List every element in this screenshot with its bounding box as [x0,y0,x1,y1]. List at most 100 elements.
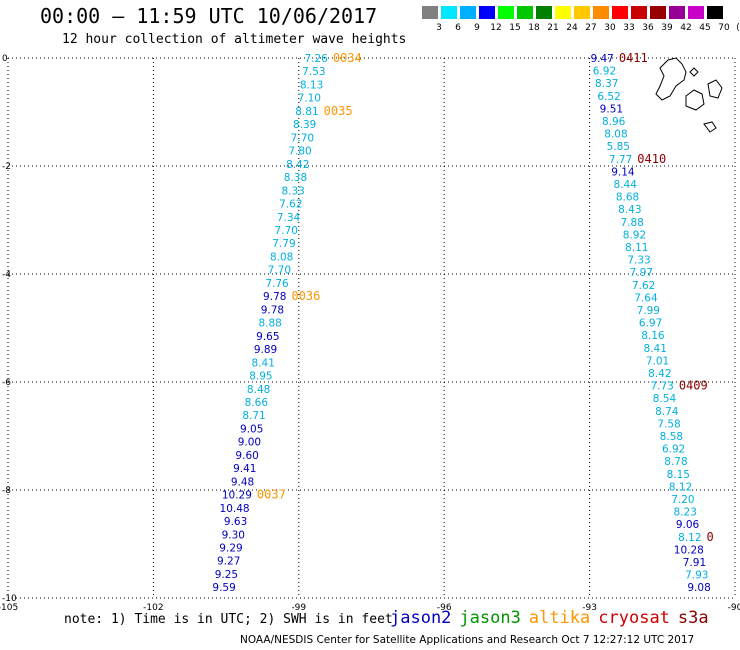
wave-height-value: 8.95 [249,371,272,383]
wave-height-value: 9.08 [687,582,710,594]
wave-height-value: 8.08 [270,251,293,263]
wave-height-value: 8.58 [660,431,683,443]
color-swatch [612,6,628,19]
wave-height-value: 7.76 [265,278,289,290]
wave-height-value: 9.14 [611,166,635,178]
wave-height-value: 9.05 [240,423,263,435]
wave-height-value: 8.15 [667,469,690,481]
color-swatch [517,6,533,19]
lat-tick-label: -6 [2,378,11,388]
color-swatch [650,6,666,19]
wave-height-value: 10.29 [222,490,252,502]
wave-height-value: 8.23 [674,507,697,519]
wave-height-value: 7.62 [632,280,655,292]
color-scale-label: 27 [585,23,597,33]
island-outline [685,89,705,111]
color-scale-label: 9 [474,23,480,33]
pass-time-label: 0035 [324,104,353,118]
pass-time-label: 0411 [619,51,648,65]
wave-height-value: 8.38 [284,172,307,184]
wave-height-value: 8.42 [648,368,671,380]
wave-height-value: 7.33 [627,255,650,267]
wave-height-value: 8.08 [604,129,627,141]
wave-height-value: 8.96 [602,116,626,128]
wave-height-value: 7.93 [685,570,708,582]
color-swatch [669,6,685,19]
wave-height-value: 8.39 [293,119,316,131]
wave-height-value: 8.88 [258,318,281,330]
wave-height-value: 8.81 [295,106,318,118]
lat-tick-label: -2 [2,162,11,172]
lon-tick-label: -96 [437,603,452,613]
wave-height-value: 7.70 [268,265,291,277]
wave-height-value: 8.74 [655,406,679,418]
wave-height-value: 7.80 [288,146,311,158]
credit-line: NOAA/NESDIS Center for Satellite Applica… [240,634,695,646]
wave-height-value: 9.29 [219,543,242,555]
island-outline [703,121,717,133]
color-scale-label: 21 [547,23,559,33]
color-scale-label: 15 [509,23,521,33]
color-swatch [536,6,552,19]
color-swatch [422,6,438,19]
wave-height-value: 7.62 [279,199,302,211]
pass-time-label: 0036 [291,289,320,303]
wave-height-value: 8.16 [641,330,665,342]
galapagos-islands-outline [655,57,723,133]
wave-height-value: 9.89 [254,344,277,356]
pass-time-label: 0034 [333,51,362,65]
lat-tick-label: -10 [2,594,17,604]
wave-height-value: 10.48 [220,503,250,515]
satellite-legend-item: altika [528,608,591,628]
color-scale-label: 42 [680,23,692,33]
lat-tick-label: -8 [2,486,11,496]
color-swatch [441,6,457,19]
wave-height-value: 7.20 [671,494,694,506]
wave-height-value: 8.37 [595,78,618,90]
wave-height-value: 8.92 [623,229,646,241]
units-note: note: 1) Time is in UTC; 2) SWH is in fe… [64,612,393,627]
wave-height-value: 7.70 [291,132,314,144]
wave-height-value: 9.78 [261,304,284,316]
wave-height-value: 9.65 [256,331,279,343]
wave-height-value: 9.63 [224,516,247,528]
color-swatch [574,6,590,19]
color-scale-label: 3 [436,23,442,33]
wave-height-value: 10.28 [674,544,704,556]
wave-height-value: 8.41 [644,343,667,355]
island-outline [689,67,699,77]
color-scale-label: 30 [604,23,616,33]
wave-height-value: 8.33 [281,185,304,197]
wave-height-value: 7.01 [646,355,669,367]
lon-tick-label: -93 [582,603,597,613]
island-outline [655,57,687,101]
wave-height-value: 8.12 [669,481,692,493]
lon-tick-label: -102 [143,603,163,613]
wave-height-value: 7.34 [277,212,301,224]
lon-tick-label: -90 [728,603,740,613]
wave-height-value: 7.73 [650,381,673,393]
wave-height-value: 7.91 [683,557,706,569]
wave-height-value: 7.77 [609,154,632,166]
pass-time-label: 0037 [257,488,286,502]
wave-height-value: 6.52 [597,91,620,103]
color-scale-label: 24 [566,23,578,33]
wave-height-value: 7.53 [302,66,325,78]
wave-height-value: 9.25 [215,569,238,581]
wave-height-value: 8.78 [664,456,687,468]
wave-height-value: 8.71 [242,410,265,422]
color-scale-label: 39 [661,23,673,33]
wave-height-value: 6.97 [639,318,662,330]
wave-height-value: 8.43 [618,204,641,216]
wave-height-value: 8.41 [252,357,275,369]
wave-height-value: 7.58 [657,418,680,430]
color-swatch [688,6,704,19]
wave-height-value: 5.85 [607,141,630,153]
wave-height-value: 9.41 [233,463,256,475]
wave-height-value: 9.47 [590,53,613,65]
wave-height-value: 6.92 [662,444,685,456]
wave-height-labels: 7.267.538.137.108.818.397.707.808.428.38… [212,53,710,594]
wave-height-value: 9.30 [222,529,245,541]
satellite-legend-item: jason3 [459,608,521,628]
